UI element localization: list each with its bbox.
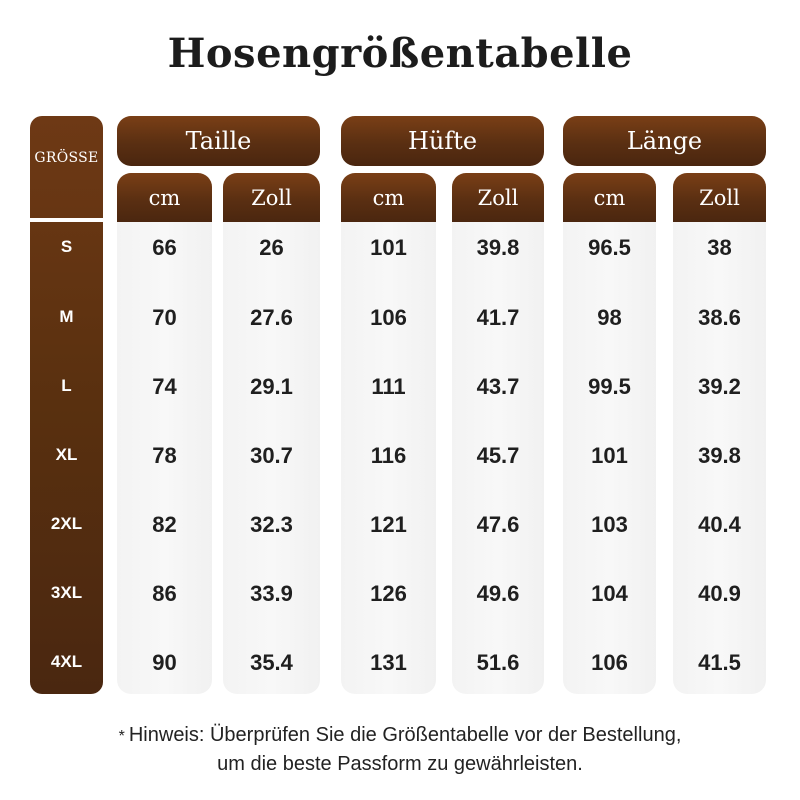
cell-laenge-zoll: 40.9 bbox=[698, 581, 741, 606]
column-taille-zoll bbox=[223, 222, 320, 694]
cell-huefte-zoll: 47.6 bbox=[476, 512, 520, 537]
column-taille-cm bbox=[117, 222, 212, 694]
cell-taille-cm: 90 bbox=[152, 650, 177, 675]
column-laenge-cm bbox=[563, 222, 656, 694]
cell-huefte-zoll: 39.8 bbox=[476, 235, 520, 260]
cell-huefte-zoll: 43.7 bbox=[476, 374, 520, 399]
size-column bbox=[30, 116, 103, 694]
cell-taille-zoll: 29.1 bbox=[250, 374, 293, 399]
footnote-asterisk: * bbox=[118, 728, 125, 745]
cell-laenge-zoll: 41.5 bbox=[698, 650, 741, 675]
footnote-line-1: * Hinweis: Überprüfen Sie die Größentabel… bbox=[0, 724, 800, 747]
group-header-huefte: Hüfte bbox=[341, 116, 544, 166]
cell-taille-zoll: 35.4 bbox=[250, 650, 293, 675]
cell-laenge-zoll: 40.4 bbox=[698, 512, 741, 537]
cell-laenge-cm: 99.5 bbox=[588, 374, 631, 399]
footnote-line-2: um die beste Passform zu gewährleisten. bbox=[217, 753, 583, 775]
cell-taille-zoll: 33.9 bbox=[250, 581, 293, 606]
cell-laenge-cm: 104 bbox=[591, 581, 628, 606]
cell-laenge-zoll: 39.8 bbox=[698, 443, 741, 468]
cell-taille-cm: 82 bbox=[152, 512, 177, 537]
cell-huefte-cm: 101 bbox=[370, 235, 407, 260]
unit-header-laenge-zoll: Zoll bbox=[673, 173, 766, 223]
cell-huefte-cm: 116 bbox=[370, 443, 407, 468]
cell-taille-zoll: 32.3 bbox=[250, 512, 293, 537]
size-label: M bbox=[59, 307, 74, 326]
cell-taille-cm: 86 bbox=[152, 581, 177, 606]
column-laenge-zoll bbox=[673, 222, 766, 694]
cell-taille-cm: 66 bbox=[152, 235, 177, 260]
group-header-taille: Taille bbox=[117, 116, 320, 166]
unit-header-huefte-cm: cm bbox=[341, 173, 436, 223]
size-label: XL bbox=[55, 445, 78, 464]
column-huefte-zoll bbox=[452, 222, 544, 694]
cell-huefte-cm: 106 bbox=[370, 305, 407, 330]
cell-laenge-cm: 96.5 bbox=[588, 235, 631, 260]
group-header-laenge: Länge bbox=[563, 116, 766, 166]
size-label: S bbox=[60, 237, 73, 256]
cell-huefte-cm: 126 bbox=[370, 581, 407, 606]
cell-taille-cm: 74 bbox=[152, 374, 177, 399]
cell-huefte-cm: 121 bbox=[370, 512, 407, 537]
unit-header-taille-zoll: Zoll bbox=[223, 173, 320, 223]
cell-laenge-zoll: 38 bbox=[707, 235, 732, 260]
cell-taille-cm: 70 bbox=[152, 305, 177, 330]
page-title: Hosengrößentabelle bbox=[167, 30, 633, 77]
cell-taille-zoll: 27.6 bbox=[250, 305, 293, 330]
size-column-header: GRÖSSE bbox=[34, 150, 99, 166]
size-column-divider bbox=[30, 218, 103, 222]
cell-taille-cm: 78 bbox=[152, 443, 177, 468]
cell-taille-zoll: 26 bbox=[259, 235, 284, 260]
size-label: 4XL bbox=[50, 652, 83, 671]
cell-huefte-cm: 111 bbox=[371, 374, 406, 399]
cell-huefte-cm: 131 bbox=[370, 650, 407, 675]
size-label: 2XL bbox=[50, 514, 83, 533]
cell-huefte-zoll: 45.7 bbox=[476, 443, 520, 468]
cell-huefte-zoll: 51.6 bbox=[476, 650, 520, 675]
cell-laenge-cm: 98 bbox=[597, 305, 622, 330]
cell-laenge-cm: 106 bbox=[591, 650, 628, 675]
cell-taille-zoll: 30.7 bbox=[250, 443, 293, 468]
size-label: L bbox=[61, 376, 72, 395]
size-label: 3XL bbox=[50, 583, 83, 602]
unit-header-laenge-cm: cm bbox=[563, 173, 656, 223]
cell-huefte-zoll: 49.6 bbox=[476, 581, 520, 606]
cell-laenge-cm: 101 bbox=[591, 443, 628, 468]
footnote-text-1: Hinweis: Überprüfen Sie die Größentabell… bbox=[128, 724, 682, 746]
unit-header-huefte-zoll: Zoll bbox=[452, 173, 544, 223]
unit-header-taille-cm: cm bbox=[117, 173, 212, 223]
cell-huefte-zoll: 41.7 bbox=[476, 305, 520, 330]
cell-laenge-cm: 103 bbox=[591, 512, 628, 537]
cell-laenge-zoll: 38.6 bbox=[698, 305, 741, 330]
cell-laenge-zoll: 39.2 bbox=[698, 374, 741, 399]
column-huefte-cm bbox=[341, 222, 436, 694]
